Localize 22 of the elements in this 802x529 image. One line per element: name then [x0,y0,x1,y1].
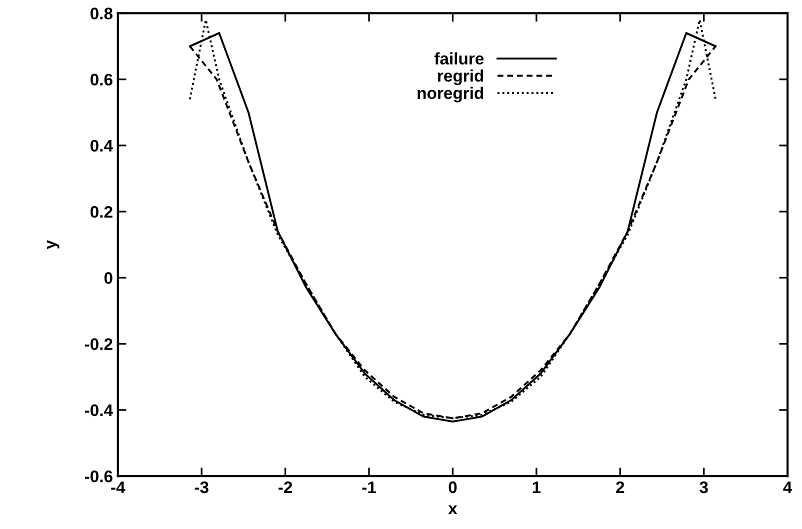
x-tick-label: -2 [278,481,292,494]
x-tick-label: -3 [194,481,208,494]
x-tick-label: -1 [362,482,376,494]
legend-label: failure [434,52,484,65]
y-axis-title: y [47,240,60,250]
y-tick-label: 0.4 [90,140,113,152]
y-tick-label: 0.8 [90,8,113,20]
x-tick-label: 4 [783,482,792,494]
y-tick-label: -0.2 [84,338,112,350]
x-tick-label: 2 [616,481,624,494]
x-axis-title: x [448,505,458,514]
x-tick-label: 0 [448,481,457,494]
legend-label: regrid [438,69,484,86]
x-tick-label: -4 [111,482,126,494]
y-tick-label: 0.2 [90,206,112,218]
x-tick-label: 1 [532,482,541,494]
y-tick-label: 0 [104,272,112,284]
y-tick-label: -0.6 [84,470,112,482]
y-tick-label: 0.6 [90,74,112,86]
x-tick-label: 3 [700,481,708,494]
y-tick-label: -0.4 [84,404,113,416]
legend-label: noregrid [418,86,484,102]
